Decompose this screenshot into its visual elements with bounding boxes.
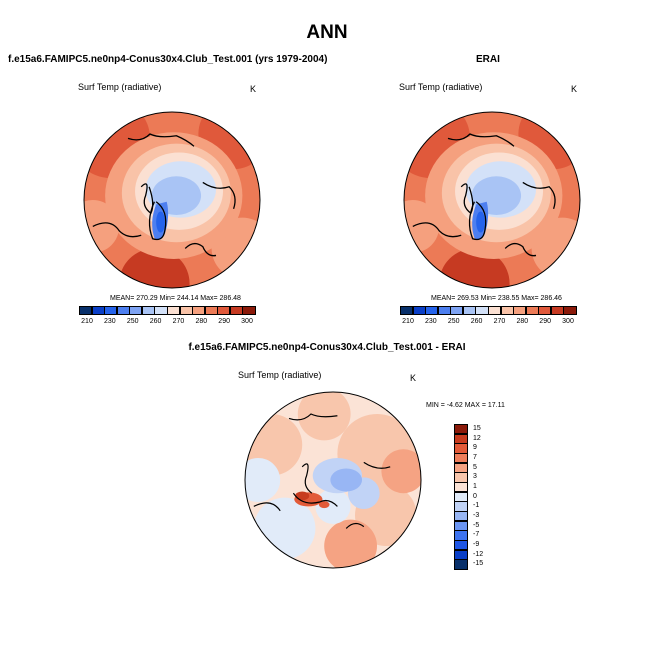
colorbar-tick-label: 12: [473, 434, 481, 442]
main-title: ANN: [306, 22, 348, 43]
colorbar-tick-label: -5: [473, 521, 480, 529]
colorbar-box: [454, 559, 468, 570]
colorbar-tick-label: 5: [473, 463, 477, 471]
colorbar-tick-label: 250: [447, 318, 460, 325]
colorbar-tick-label: -3: [473, 512, 480, 519]
colorbar-tick-label: 300: [562, 318, 574, 325]
colorbar-tick-label: 270: [493, 318, 506, 325]
panel-1-variable: Surf Temp (radiative): [78, 82, 162, 92]
colorbar-tick-label: 230: [104, 318, 116, 325]
colorbar-tick-label: -15: [473, 560, 484, 568]
colorbar-tick-label: 230: [425, 318, 437, 325]
colorbar-box: [563, 306, 577, 315]
panel-2-variable: Surf Temp (radiative): [399, 82, 483, 92]
colorbar-tick-label: 280: [516, 318, 529, 325]
panel-2-title: ERAI: [476, 54, 500, 65]
colorbar-tick-label: 9: [473, 444, 477, 452]
colorbar-tick-label: 7: [473, 454, 477, 461]
panel-1-colorbar: 210 230 250 260 270 280 290 300: [79, 306, 256, 328]
panel-3-variable: Surf Temp (radiative): [238, 370, 322, 380]
colorbar-tick-label: 210: [81, 318, 93, 325]
panel-2-stats: MEAN= 269.53 Min= 238.55 Max= 286.46: [431, 295, 562, 302]
colorbar-box: [242, 306, 256, 315]
map-border: [244, 391, 422, 569]
colorbar-tick-label: 260: [470, 318, 483, 325]
map-border: [83, 111, 261, 289]
map-border: [403, 111, 581, 289]
colorbar-tick-label: 250: [126, 318, 139, 325]
map-field: [84, 112, 260, 288]
panel-3-colorbar: 15 12 9 7 5 3 1 0 -1 -3 -5 -7 -9 -12 -15: [454, 424, 494, 570]
panel-2-colorbar: 210 230 250 260 270 280 290 300: [400, 306, 577, 328]
colorbar-tick-label: -9: [473, 541, 480, 548]
panel-3-title: f.e15a6.FAMIPC5.ne0np4-Conus30x4.Club_Te…: [188, 342, 466, 353]
colorbar-tick-label: 210: [402, 318, 414, 325]
panel-3-units: K: [410, 373, 417, 383]
map-field: [404, 112, 580, 288]
colorbar-tick-label: 15: [473, 425, 481, 432]
colorbar-tick-label: 280: [195, 318, 208, 325]
panel-2-units: K: [571, 84, 578, 94]
colorbar-tick-label: 290: [218, 318, 230, 325]
colorbar-tick-label: 3: [473, 473, 477, 481]
colorbar-tick-label: 270: [172, 318, 185, 325]
map-field: [245, 392, 421, 568]
panel-3-stats: MIN = -4.62 MAX = 17.11: [426, 402, 505, 409]
panel-1-stats: MEAN= 270.29 Min= 244.14 Max= 286.48: [110, 295, 241, 302]
colorbar-tick-label: 0: [473, 492, 477, 500]
colorbar-tick-label: 260: [149, 318, 162, 325]
panel-1-title: f.e15a6.FAMIPC5.ne0np4-Conus30x4.Club_Te…: [8, 54, 328, 65]
colorbar-tick-label: -12: [473, 550, 484, 558]
colorbar-tick-label: -1: [473, 502, 480, 510]
panel-1-units: K: [250, 84, 257, 94]
colorbar-tick-label: 300: [241, 318, 253, 325]
colorbar-tick-label: -7: [473, 531, 480, 539]
colorbar-tick-label: 1: [473, 483, 477, 490]
colorbar-tick-label: 290: [539, 318, 551, 325]
